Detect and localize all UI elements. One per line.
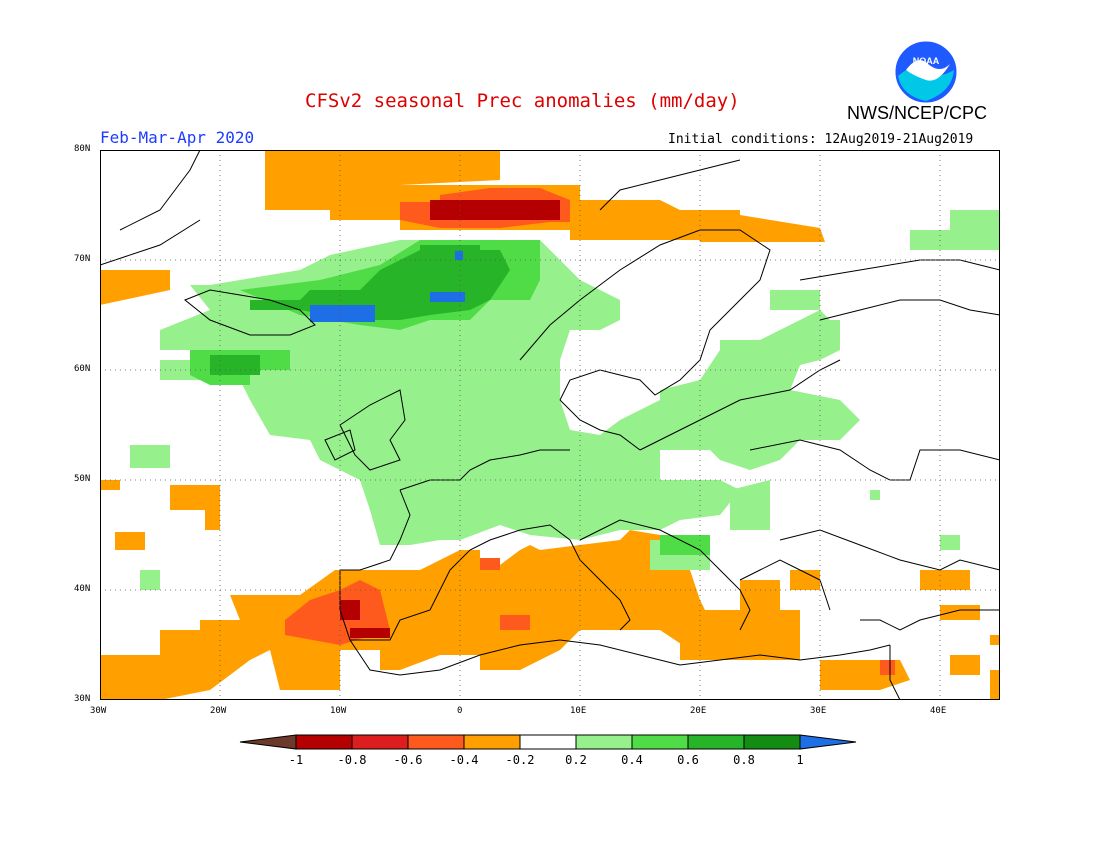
lat-label-40n: 40N xyxy=(74,584,91,594)
lat-label-30n: 30N xyxy=(74,694,91,704)
season-label: Feb-Mar-Apr 2020 xyxy=(100,128,255,147)
color-bar-box xyxy=(407,734,465,750)
anomaly-negative-light xyxy=(100,150,1000,700)
color-bar-tick-label: 0.4 xyxy=(621,753,643,767)
lon-label-20w: 20W xyxy=(210,706,227,716)
agency-label: NWS/NCEP/CPC xyxy=(847,103,988,123)
lat-label-60n: 60N xyxy=(74,364,91,374)
color-bar-box xyxy=(463,734,521,750)
color-bar-box xyxy=(687,734,745,750)
lon-label-0: 0 xyxy=(457,706,463,716)
color-bar-box xyxy=(743,734,801,750)
color-bar-tick-label: 1 xyxy=(796,753,803,767)
lon-label-40e: 40E xyxy=(930,706,947,716)
noaa-logo-text: NOAA xyxy=(913,56,940,66)
lon-label-20e: 20E xyxy=(690,706,707,716)
color-bar-left-arrow xyxy=(239,734,297,750)
color-bar-box xyxy=(575,734,633,750)
lon-label-30e: 30E xyxy=(810,706,827,716)
color-bar-box xyxy=(295,734,353,750)
color-bar: -1 -0.8 -0.6 -0.4 -0.2 0.2 0.4 0.6 0.8 1 xyxy=(239,734,857,767)
anomaly-positive-extreme xyxy=(310,251,465,322)
lat-lon-grid xyxy=(100,150,1000,700)
color-bar-right-arrow xyxy=(799,734,857,750)
lon-label-10e: 10E xyxy=(570,706,587,716)
lat-label-50n: 50N xyxy=(74,474,91,484)
lat-label-70n: 70N xyxy=(74,254,91,264)
color-bar-tick-label: -0.8 xyxy=(338,753,367,767)
initial-conditions-label: Initial conditions: 12Aug2019-21Aug2019 xyxy=(668,132,974,147)
color-bar-tick-label: 0.8 xyxy=(733,753,755,767)
precipitation-anomaly-map xyxy=(100,150,1000,700)
color-bar-tick-label: -0.4 xyxy=(450,753,479,767)
color-bar-tick-label: -0.2 xyxy=(506,753,535,767)
lat-label-80n: 80N xyxy=(74,144,91,154)
color-bar-boxes xyxy=(239,734,857,750)
map-title: CFSv2 seasonal Prec anomalies (mm/day) xyxy=(305,90,740,112)
color-bar-box xyxy=(351,734,409,750)
noaa-logo: NOAA xyxy=(894,40,958,104)
lon-label-30w: 30W xyxy=(90,706,107,716)
color-bar-labels: -1 -0.8 -0.6 -0.4 -0.2 0.2 0.4 0.6 0.8 1 xyxy=(289,753,804,767)
anomaly-negative-strong xyxy=(285,188,895,675)
color-bar-tick-label: -1 xyxy=(289,753,303,767)
anomaly-positive-strong xyxy=(210,245,510,375)
color-bar-tick-label: 0.6 xyxy=(677,753,699,767)
color-bar-tick-label: 0.2 xyxy=(565,753,587,767)
color-bar-box xyxy=(631,734,689,750)
color-bar-box xyxy=(519,734,577,750)
lon-label-10w: 10W xyxy=(330,706,347,716)
color-bar-tick-label: -0.6 xyxy=(394,753,423,767)
